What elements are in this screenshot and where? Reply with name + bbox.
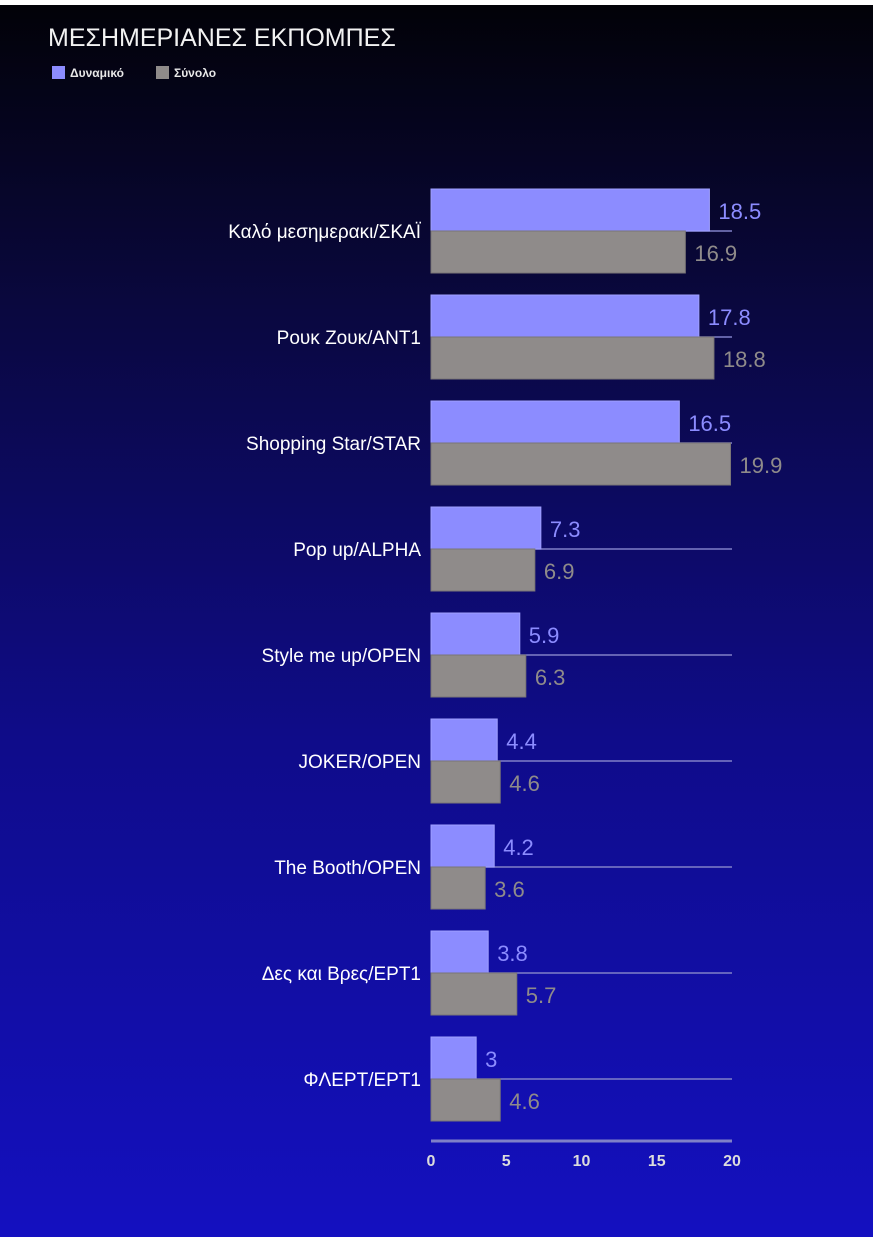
- data-label: 19.9: [739, 453, 782, 478]
- legend-swatch-1: [156, 66, 169, 79]
- bar-synolo: [430, 866, 486, 910]
- bar-dynamiko: [430, 188, 710, 232]
- bar-synolo: [430, 760, 501, 804]
- bar-dynamiko: [430, 294, 700, 338]
- bar-chart: ΜΕΣΗΜΕΡΙΑΝΕΣ ΕΚΠΟΜΠΕΣ Δυναμικό Σύνολο Καλ…: [48, 24, 782, 1170]
- category-label: ΦΛΕΡΤ/ΕΡΤ1: [303, 1070, 421, 1091]
- data-label: 6.3: [535, 665, 566, 690]
- legend-label-1: Σύνολο: [174, 66, 216, 80]
- data-label: 5.9: [529, 623, 560, 648]
- bar-dynamiko: [430, 1036, 477, 1080]
- data-label: 5.7: [526, 983, 557, 1008]
- bar-dynamiko: [430, 824, 495, 868]
- bar-dynamiko: [430, 400, 680, 444]
- data-label: 4.4: [506, 729, 537, 754]
- bar-synolo: [430, 336, 715, 380]
- data-label: 16.5: [688, 411, 731, 436]
- category-label: Δες και Βρες/ΕΡΤ1: [262, 964, 421, 985]
- category-label: Pop up/ALPHA: [293, 540, 421, 561]
- bar-dynamiko: [430, 612, 521, 656]
- legend-swatch-0: [52, 66, 65, 79]
- chart-area: ΜΕΣΗΜΕΡΙΑΝΕΣ ΕΚΠΟΜΠΕΣ Δυναμικό Σύνολο Καλ…: [0, 5, 873, 1237]
- data-label: 7.3: [550, 517, 581, 542]
- data-label: 18.8: [723, 347, 766, 372]
- data-label: 6.9: [544, 559, 575, 584]
- data-label: 16.9: [694, 241, 737, 266]
- x-tick-label: 20: [723, 1153, 741, 1170]
- x-tick-label: 0: [427, 1153, 436, 1170]
- legend-label-0: Δυναμικό: [70, 66, 124, 80]
- data-label: 3: [485, 1047, 497, 1072]
- chart-title: ΜΕΣΗΜΕΡΙΑΝΕΣ ΕΚΠΟΜΠΕΣ: [48, 24, 396, 52]
- bar-synolo: [430, 1078, 501, 1122]
- category-label: Ρουκ Ζουκ/ANT1: [277, 328, 421, 349]
- category-label: Καλό μεσημερακι/ΣΚΑΪ: [228, 222, 421, 243]
- x-tick-label: 10: [573, 1153, 591, 1170]
- category-label: JOKER/OPEN: [299, 752, 421, 773]
- plot: Καλό μεσημερακι/ΣΚΑΪ 18.5 16.9 Ρουκ Ζουκ/AN…: [228, 188, 782, 1170]
- bar-dynamiko: [430, 506, 542, 550]
- bar-synolo: [430, 548, 536, 592]
- bar-synolo: [430, 442, 731, 486]
- data-label: 18.5: [718, 199, 761, 224]
- x-tick-label: 15: [648, 1153, 666, 1170]
- bar-synolo: [430, 972, 518, 1016]
- category-label: Shopping Star/STAR: [246, 434, 421, 455]
- category-label: The Booth/OPEN: [274, 858, 421, 879]
- data-label: 4.6: [509, 771, 540, 796]
- data-label: 3.6: [494, 877, 525, 902]
- x-tick-label: 5: [502, 1153, 511, 1170]
- bar-synolo: [430, 230, 686, 274]
- bar-dynamiko: [430, 718, 498, 762]
- legend: Δυναμικό Σύνολο: [52, 66, 216, 80]
- category-label: Style me up/OPEN: [262, 646, 421, 667]
- data-label: 17.8: [708, 305, 751, 330]
- data-label: 3.8: [497, 941, 528, 966]
- bar-dynamiko: [430, 930, 489, 974]
- data-label: 4.2: [503, 835, 534, 860]
- bar-synolo: [430, 654, 527, 698]
- data-label: 4.6: [509, 1089, 540, 1114]
